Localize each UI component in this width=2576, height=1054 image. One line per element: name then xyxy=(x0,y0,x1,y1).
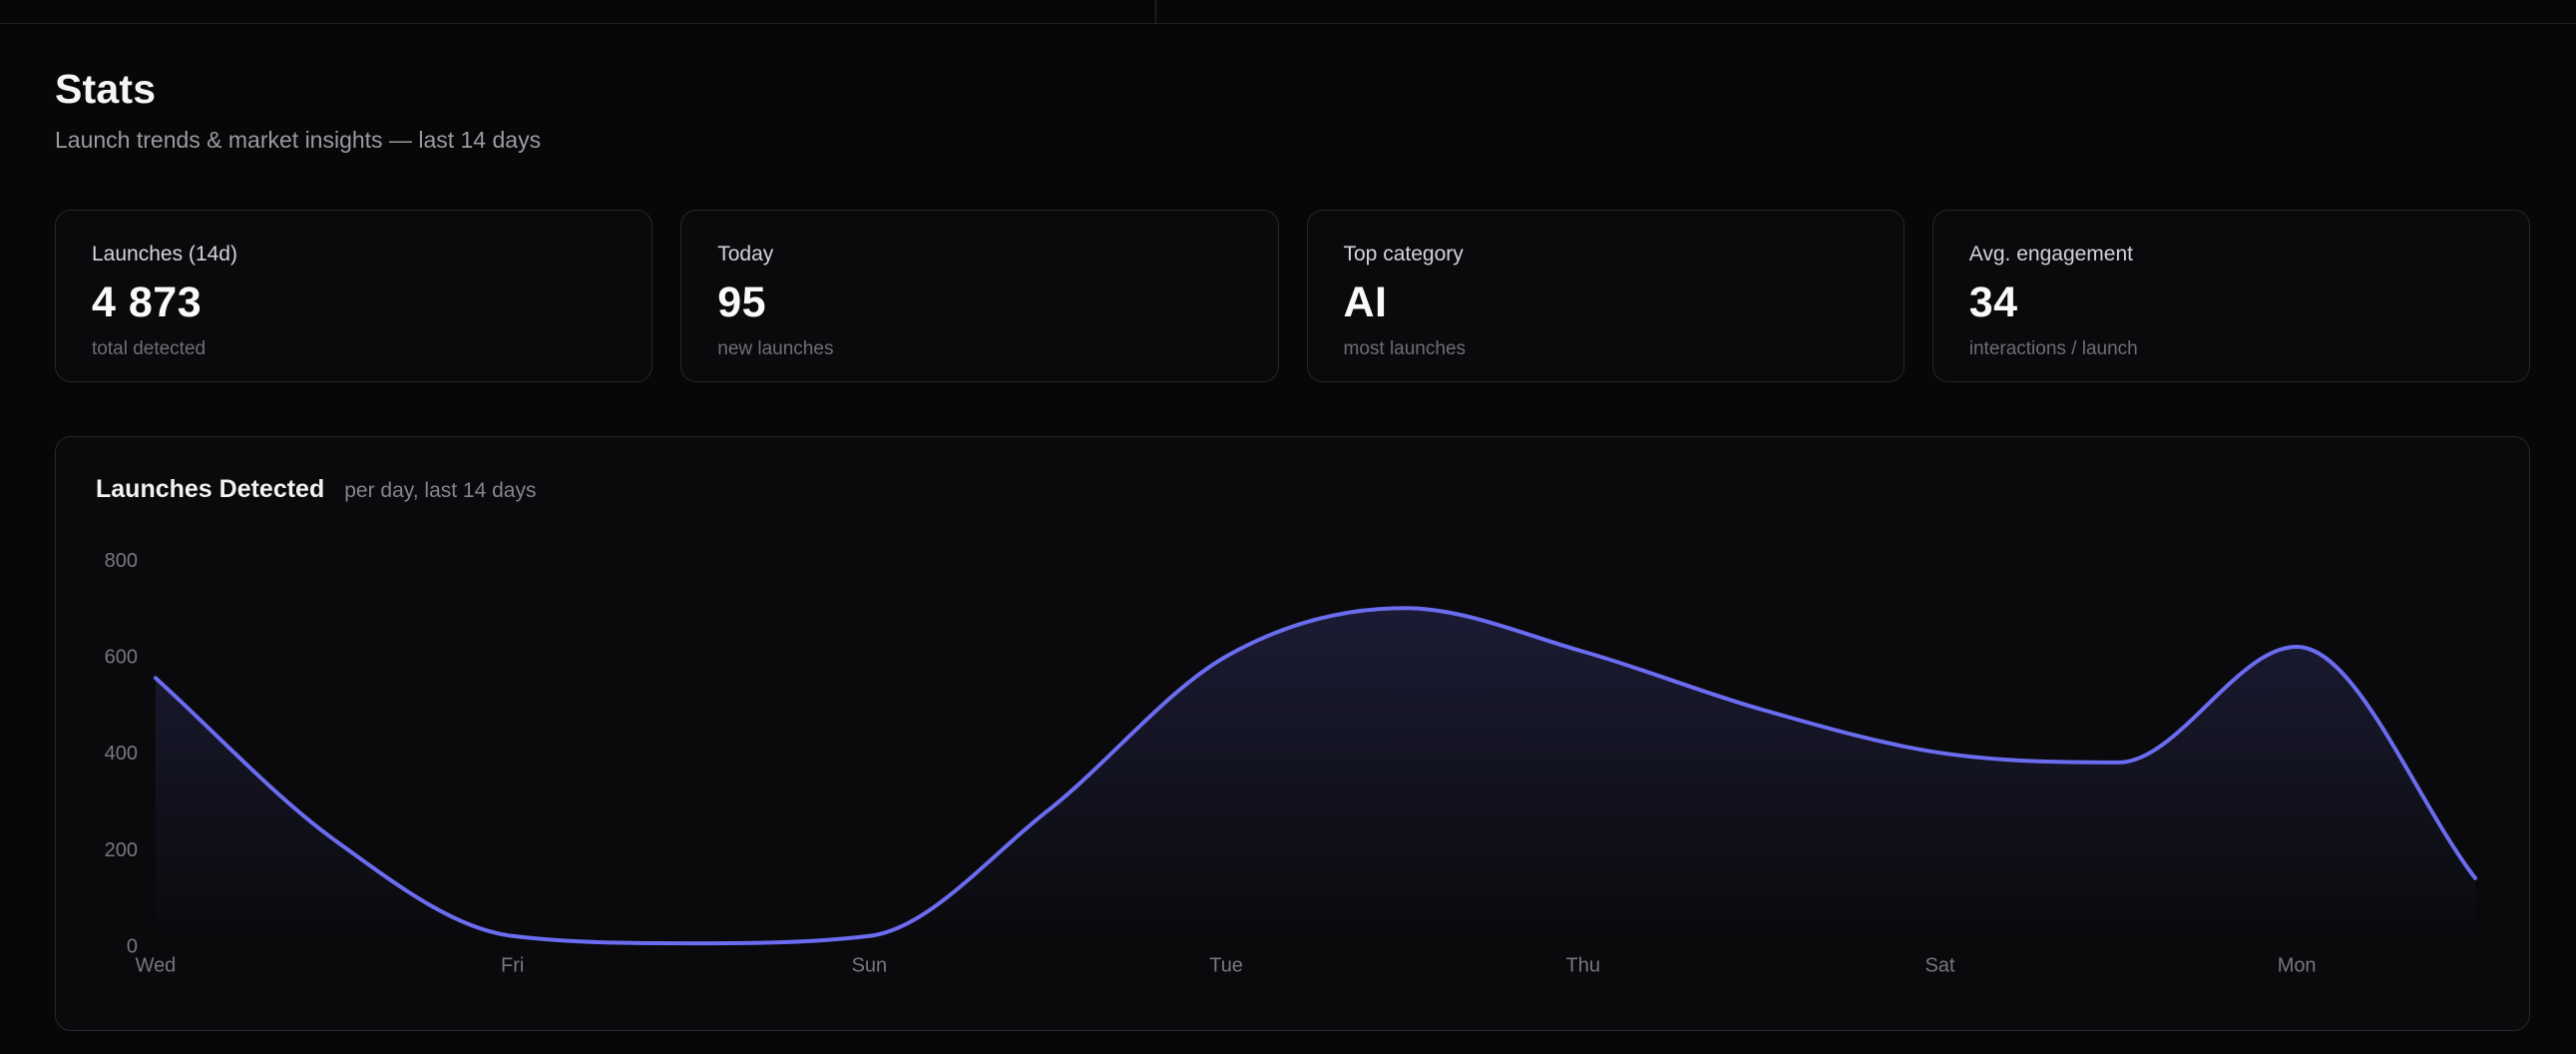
stat-value: 95 xyxy=(717,278,767,326)
svg-text:Sat: Sat xyxy=(1925,954,1954,976)
stat-label: Today xyxy=(717,243,774,265)
stat-caption: interactions / launch xyxy=(1968,338,2138,359)
page-subtitle: Launch trends & market insights — last 1… xyxy=(55,127,542,153)
stat-value: AI xyxy=(1343,278,1388,326)
stat-value: 34 xyxy=(1968,278,2018,326)
svg-text:800: 800 xyxy=(105,550,138,572)
svg-text:600: 600 xyxy=(105,647,138,669)
svg-text:0: 0 xyxy=(127,935,138,957)
stat-value: 4 873 xyxy=(92,278,203,326)
chart-title: Launches Detected xyxy=(96,475,325,503)
chart-header: Launches Detected per day, last 14 days xyxy=(94,475,2491,504)
stats-page: Stats Launch trends & market insights — … xyxy=(0,24,2576,1031)
stat-caption: total detected xyxy=(92,338,207,359)
top-border xyxy=(0,0,2576,24)
svg-text:Fri: Fri xyxy=(501,954,524,976)
launches-chart-card: Launches Detected per day, last 14 days … xyxy=(55,436,2530,1031)
stat-caption: new launches xyxy=(717,338,834,359)
top-divider xyxy=(1155,0,1156,24)
page-title: Stats xyxy=(55,66,157,112)
stat-caption: most launches xyxy=(1343,338,1467,359)
svg-text:200: 200 xyxy=(105,839,138,861)
svg-text:400: 400 xyxy=(105,743,138,765)
chart-subtitle: per day, last 14 days xyxy=(344,479,537,502)
stat-card-avg-engagement: Avg. engagement 34 interactions / launch xyxy=(1932,210,2530,382)
stat-label: Launches (14d) xyxy=(92,243,237,265)
stat-label: Top category xyxy=(1343,243,1464,265)
chart-body: 0 200 400 600 800 Wed Fri Sun Tue Thu Sat Mon xyxy=(94,522,2491,990)
stat-card-launches-14d: Launches (14d) 4 873 total detected xyxy=(55,210,653,382)
stat-card-today: Today 95 new launches xyxy=(680,210,1279,382)
launches-area-chart: 0 200 400 600 800 Wed Fri Sun Tue Thu Sat Mon xyxy=(105,550,2477,976)
stats-row: Launches (14d) 4 873 total detected Toda… xyxy=(55,210,2530,382)
svg-text:Mon: Mon xyxy=(2278,954,2317,976)
stat-label: Avg. engagement xyxy=(1968,243,2133,265)
svg-text:Thu: Thu xyxy=(1566,954,1600,976)
svg-text:Tue: Tue xyxy=(1209,954,1243,976)
stat-card-top-category: Top category AI most launches xyxy=(1306,210,1905,382)
svg-text:Wed: Wed xyxy=(136,954,177,976)
svg-text:Sun: Sun xyxy=(852,954,888,976)
